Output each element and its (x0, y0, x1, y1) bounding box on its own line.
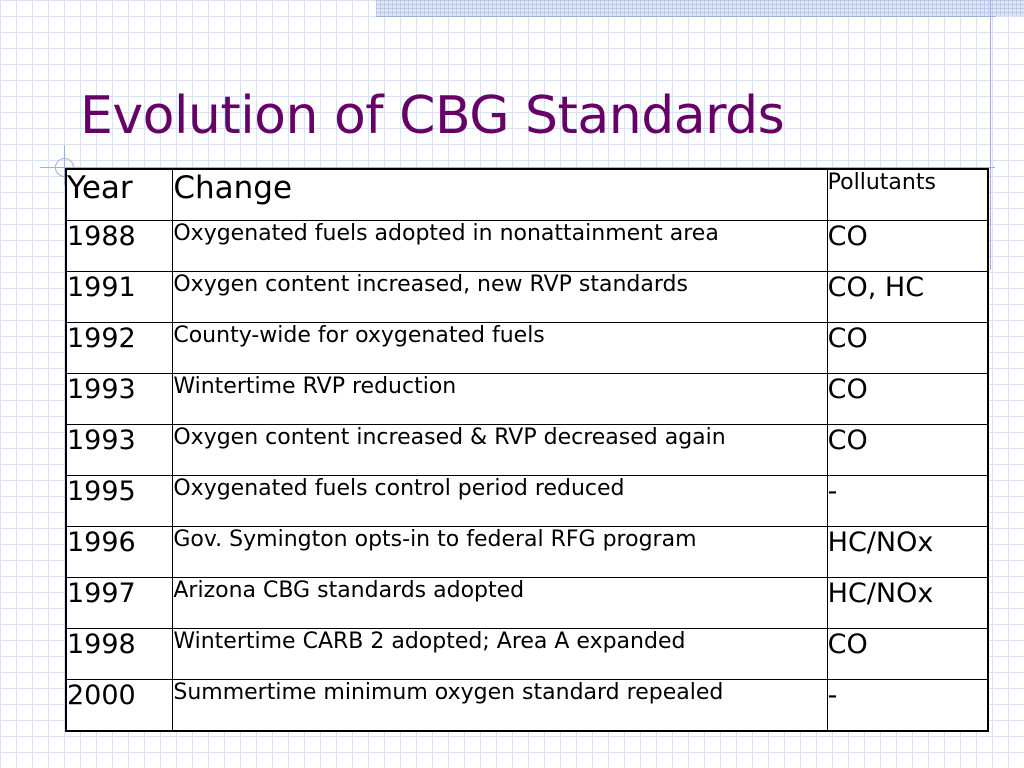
year-cell: 1997 (65, 577, 174, 629)
pollutants-cell: CO (826, 220, 989, 272)
change-cell: Oxygenated fuels adopted in nonattainmen… (172, 220, 828, 272)
table-row: 1993 Wintertime RVP reduction CO (65, 373, 989, 425)
change-cell: Wintertime RVP reduction (172, 373, 828, 425)
table-row: 1995 Oxygenated fuels control period redu… (65, 475, 989, 527)
pollutants-cell: HC/NOx (826, 577, 989, 629)
table-header-row: Year Change Pollutants (65, 168, 989, 221)
year-cell: 1995 (65, 475, 174, 527)
decorative-top-band (376, 0, 1024, 16)
change-cell: Arizona CBG standards adopted (172, 577, 828, 629)
change-cell: Oxygenated fuels control period reduced (172, 475, 828, 527)
slide-title: Evolution of CBG Standards (80, 86, 785, 146)
column-header-change: Change (172, 168, 828, 221)
decorative-line (990, 0, 991, 270)
table-row: 1996 Gov. Symington opts-in to federal RF… (65, 526, 989, 578)
pollutants-cell: CO (826, 322, 989, 374)
table-row: 1991 Oxygen content increased, new RVP st… (65, 271, 989, 323)
pollutants-cell: - (826, 475, 989, 527)
change-cell: Oxygen content increased & RVP decreased… (172, 424, 828, 476)
year-cell: 1993 (65, 424, 174, 476)
year-cell: 2000 (65, 679, 174, 732)
year-cell: 1992 (65, 322, 174, 374)
table-row: 2000 Summertime minimum oxygen standard r… (65, 679, 989, 732)
change-cell: Wintertime CARB 2 adopted; Area A expand… (172, 628, 828, 680)
year-cell: 1996 (65, 526, 174, 578)
table-row: 1997 Arizona CBG standards adopted HC/NOx (65, 577, 989, 629)
table-row: 1988 Oxygenated fuels adopted in nonattai… (65, 220, 989, 272)
pollutants-cell: CO, HC (826, 271, 989, 323)
table-row: 1993 Oxygen content increased & RVP decre… (65, 424, 989, 476)
year-cell: 1991 (65, 271, 174, 323)
change-cell: County-wide for oxygenated fuels (172, 322, 828, 374)
table-row: 1998 Wintertime CARB 2 adopted; Area A ex… (65, 628, 989, 680)
pollutants-cell: HC/NOx (826, 526, 989, 578)
year-cell: 1993 (65, 373, 174, 425)
decorative-circle (55, 158, 74, 177)
column-header-pollutants: Pollutants (826, 168, 989, 221)
cbg-standards-table: Year Change Pollutants 1988 Oxygenated fu… (65, 168, 989, 732)
table-row: 1992 County-wide for oxygenated fuels CO (65, 322, 989, 374)
column-header-year: Year (65, 168, 174, 221)
year-cell: 1988 (65, 220, 174, 272)
year-cell: 1998 (65, 628, 174, 680)
change-cell: Gov. Symington opts-in to federal RFG pr… (172, 526, 828, 578)
decorative-line (40, 167, 995, 168)
pollutants-cell: - (826, 679, 989, 732)
pollutants-cell: CO (826, 373, 989, 425)
pollutants-cell: CO (826, 424, 989, 476)
change-cell: Summertime minimum oxygen standard repea… (172, 679, 828, 732)
decorative-line (376, 16, 996, 17)
pollutants-cell: CO (826, 628, 989, 680)
change-cell: Oxygen content increased, new RVP standa… (172, 271, 828, 323)
